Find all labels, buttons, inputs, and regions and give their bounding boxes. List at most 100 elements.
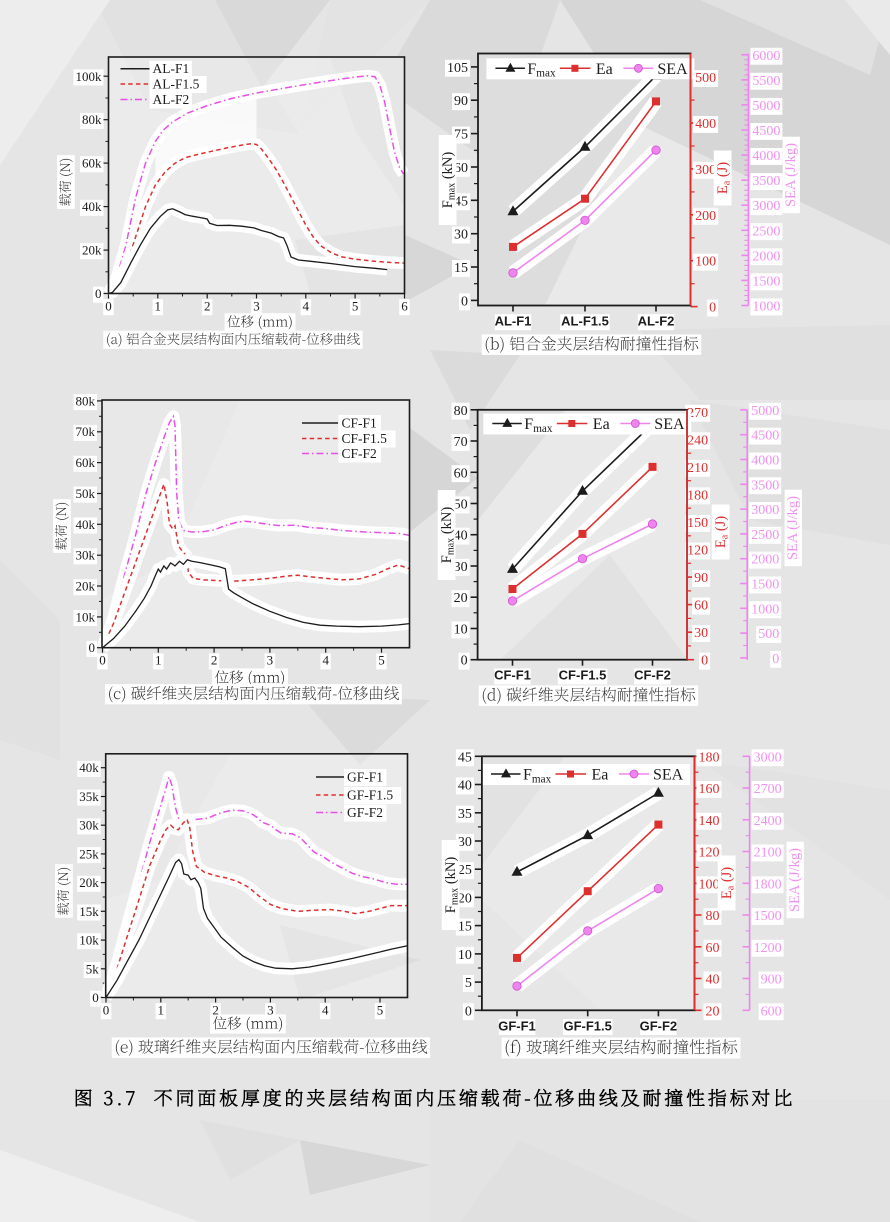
svg-text:SEA (J/kg): SEA (J/kg): [787, 848, 803, 912]
svg-text:AL-F2: AL-F2: [153, 92, 190, 107]
svg-text:2000: 2000: [752, 249, 780, 264]
svg-text:GF-F1: GF-F1: [498, 1018, 536, 1033]
svg-text:0: 0: [89, 640, 96, 655]
svg-text:5500: 5500: [752, 74, 780, 89]
svg-text:Ea (J): Ea (J): [715, 162, 733, 194]
svg-text:GF-F1.5: GF-F1.5: [563, 1018, 611, 1033]
svg-text:4500: 4500: [752, 124, 780, 139]
svg-text:0: 0: [105, 299, 112, 314]
svg-text:45: 45: [458, 750, 472, 765]
svg-text:20: 20: [458, 891, 472, 906]
svg-text:300: 300: [695, 163, 716, 178]
svg-text:900: 900: [761, 973, 782, 988]
svg-text:0: 0: [103, 1003, 110, 1018]
svg-text:10: 10: [454, 623, 468, 638]
svg-text:100k: 100k: [76, 69, 103, 84]
svg-text:CF-F2: CF-F2: [634, 668, 671, 683]
svg-text:45: 45: [454, 194, 468, 209]
svg-text:CF-F1.5: CF-F1.5: [559, 668, 607, 683]
svg-text:10k: 10k: [79, 933, 99, 948]
svg-text:100: 100: [699, 877, 720, 892]
svg-text:60: 60: [454, 161, 468, 176]
svg-text:15k: 15k: [79, 904, 99, 919]
svg-text:SEA (J/kg): SEA (J/kg): [783, 143, 799, 207]
svg-text:2700: 2700: [754, 782, 782, 797]
svg-text:2500: 2500: [752, 224, 780, 239]
svg-text:20: 20: [706, 1004, 720, 1019]
svg-text:CF-F2: CF-F2: [342, 446, 377, 461]
svg-text:5k: 5k: [86, 961, 100, 976]
svg-text:AL-F1.5: AL-F1.5: [153, 77, 200, 92]
svg-text:4: 4: [303, 299, 310, 314]
svg-text:3500: 3500: [751, 478, 779, 493]
svg-text:Fmax (kN): Fmax (kN): [440, 152, 458, 209]
svg-text:80k: 80k: [82, 112, 102, 127]
svg-text:270: 270: [687, 406, 708, 421]
svg-text:70k: 70k: [76, 424, 96, 439]
svg-text:2100: 2100: [754, 846, 782, 861]
svg-text:40: 40: [454, 529, 468, 544]
svg-text:75: 75: [454, 128, 468, 143]
svg-text:180: 180: [687, 489, 708, 504]
svg-text:2: 2: [212, 1003, 219, 1018]
svg-text:SEA (J/kg): SEA (J/kg): [785, 496, 801, 560]
svg-text:40k: 40k: [76, 517, 96, 532]
svg-text:GF-F2: GF-F2: [347, 805, 383, 820]
svg-text:3: 3: [253, 299, 260, 314]
svg-text:3000: 3000: [752, 199, 780, 214]
svg-text:40: 40: [706, 973, 720, 988]
svg-text:20k: 20k: [76, 579, 96, 594]
svg-text:Ea: Ea: [596, 61, 613, 78]
svg-text:100: 100: [695, 255, 716, 270]
svg-text:80: 80: [454, 404, 468, 419]
svg-text:2: 2: [211, 653, 218, 668]
svg-text:5: 5: [378, 653, 385, 668]
svg-text:3: 3: [267, 653, 274, 668]
svg-text:2000: 2000: [751, 553, 779, 568]
svg-text:0: 0: [461, 294, 468, 309]
svg-text:240: 240: [687, 433, 708, 448]
svg-text:5: 5: [352, 299, 359, 314]
svg-text:80k: 80k: [76, 393, 96, 408]
svg-text:1: 1: [155, 653, 162, 668]
svg-text:1200: 1200: [754, 941, 782, 956]
svg-text:Ea (J): Ea (J): [713, 516, 731, 548]
svg-text:0: 0: [95, 286, 102, 301]
svg-text:GF-F1.5: GF-F1.5: [347, 788, 393, 803]
svg-text:120: 120: [699, 846, 720, 861]
svg-text:30: 30: [458, 835, 472, 850]
svg-text:15: 15: [454, 261, 468, 276]
svg-text:SEA: SEA: [654, 416, 685, 433]
svg-text:0: 0: [701, 654, 708, 669]
svg-text:150: 150: [687, 516, 708, 531]
svg-text:90: 90: [694, 571, 708, 586]
svg-text:SEA: SEA: [657, 61, 688, 78]
svg-text:4: 4: [322, 1003, 329, 1018]
svg-text:AL-F1: AL-F1: [153, 61, 190, 76]
svg-text:30k: 30k: [76, 548, 96, 563]
svg-text:20k: 20k: [82, 243, 102, 258]
svg-text:40: 40: [458, 779, 472, 794]
svg-text:3500: 3500: [752, 174, 780, 189]
svg-text:105: 105: [447, 61, 468, 76]
svg-text:CF-F1: CF-F1: [494, 668, 531, 683]
svg-text:1500: 1500: [751, 578, 779, 593]
svg-text:25k: 25k: [79, 846, 99, 861]
svg-text:30: 30: [454, 228, 468, 243]
svg-text:Ea (J): Ea (J): [719, 867, 737, 899]
svg-text:1000: 1000: [751, 602, 779, 617]
svg-text:4000: 4000: [752, 149, 780, 164]
svg-text:200: 200: [695, 209, 716, 224]
svg-text:5000: 5000: [752, 99, 780, 114]
svg-text:CF-F1: CF-F1: [342, 416, 377, 431]
svg-text:3: 3: [267, 1003, 274, 1018]
svg-text:600: 600: [761, 1004, 782, 1019]
svg-text:60k: 60k: [76, 455, 96, 470]
svg-text:6000: 6000: [752, 49, 780, 64]
svg-text:500: 500: [758, 627, 779, 642]
svg-text:10: 10: [458, 948, 472, 963]
svg-text:0: 0: [709, 301, 716, 316]
svg-text:15: 15: [458, 920, 472, 935]
svg-text:0: 0: [99, 653, 106, 668]
svg-text:30: 30: [454, 560, 468, 575]
